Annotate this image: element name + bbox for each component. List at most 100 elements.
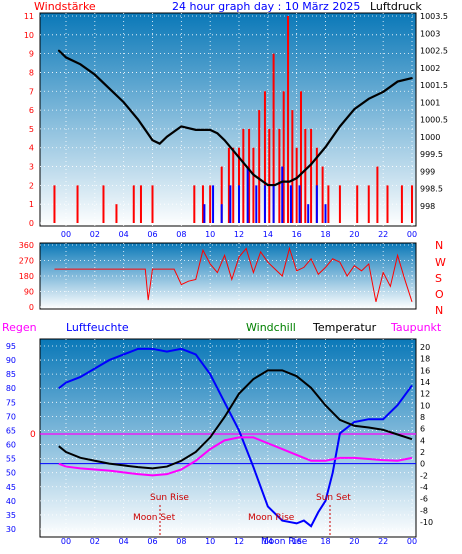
- label-temperatur: Temperatur: [312, 321, 377, 334]
- pressure-point: [209, 128, 212, 131]
- wind-tick-label: 4: [29, 144, 34, 153]
- wind-bar: [338, 185, 341, 223]
- wind-tick-label: 6: [29, 106, 34, 115]
- wind-tick-label: 2: [29, 181, 34, 190]
- wind-tick-label: 11: [24, 12, 34, 21]
- wind-bar: [232, 147, 235, 223]
- sun-rise-label: Sun Rise: [150, 493, 189, 503]
- direction-tick-label: 360: [19, 241, 34, 250]
- compass-s: S: [435, 272, 442, 285]
- pressure-point: [295, 177, 298, 180]
- astro-annotations: Sun Rise Sun Set Moon Set Moon Rise Moon…: [133, 493, 351, 547]
- humidity-tick-label: 85: [6, 370, 16, 379]
- wind-tick-label: 8: [29, 68, 34, 77]
- wind-bar: [386, 185, 389, 223]
- pressure-point: [367, 97, 370, 100]
- pressure-point: [166, 135, 168, 138]
- wind-bar: [242, 128, 245, 223]
- temp-tick-label: 18: [420, 355, 430, 364]
- direction-series: [54, 246, 413, 302]
- wind-bar: [327, 185, 330, 223]
- wind-bar: [367, 185, 370, 223]
- pressure-point: [238, 156, 240, 159]
- gust-bar: [203, 204, 206, 223]
- x-tick-label: 02: [90, 537, 100, 546]
- wind-bar: [272, 53, 275, 223]
- pressure-tick-label: 1000.5: [420, 116, 448, 125]
- temp-tick-label: -4: [420, 483, 428, 492]
- gust-bar: [238, 185, 240, 223]
- gust-bar: [220, 204, 223, 223]
- humidity-tick-label: 95: [6, 342, 16, 351]
- humidity-tick-label: 60: [6, 441, 16, 450]
- x-tick-label: 04: [119, 537, 129, 546]
- gust-bar: [298, 185, 301, 223]
- pressure-tick-label: 999.5: [420, 150, 443, 159]
- wind-tick-label: 10: [24, 31, 34, 40]
- wind-bar: [193, 185, 196, 223]
- pressure-point: [324, 146, 327, 149]
- wind-bars: [53, 16, 413, 223]
- x-tick-label: 08: [176, 537, 186, 546]
- gust-bar: [212, 185, 215, 223]
- wind-tick-label: 0: [29, 219, 34, 228]
- gust-bars: [203, 166, 327, 223]
- pressure-point: [223, 139, 226, 142]
- wind-bar: [139, 185, 142, 223]
- humidity-tick-label: 70: [6, 412, 16, 421]
- humidity-tick-label: 65: [6, 426, 16, 435]
- compass-labels: N W S O N: [435, 239, 446, 317]
- temp-tick-label: -8: [420, 506, 428, 515]
- x-tick-label: 00: [61, 537, 71, 546]
- temp-tick-label: -6: [420, 495, 428, 504]
- pressure-point: [93, 73, 96, 76]
- compass-n-bottom: N: [435, 304, 443, 317]
- wind-axis-title: Windstärke: [34, 0, 96, 13]
- wind-bar: [102, 185, 105, 223]
- dewpoint-line: [58, 436, 413, 477]
- x-tick-label: 10: [205, 230, 215, 239]
- pressure-point: [411, 77, 413, 79]
- x-tick-label: 14: [263, 230, 273, 239]
- wind-bar: [356, 185, 359, 223]
- compass-w: W: [435, 256, 446, 269]
- pressure-point: [180, 125, 183, 128]
- pressure-point: [281, 180, 284, 183]
- wind-bar: [220, 166, 223, 223]
- temp-tick-label: 12: [420, 390, 430, 399]
- wind-tick-label: 9: [29, 50, 34, 59]
- chart-title: 24 hour graph day : 10 März 2025: [172, 0, 360, 13]
- pressure-point: [353, 108, 356, 111]
- direction-tick-label: 0: [29, 303, 34, 312]
- temperature-line: [58, 369, 413, 470]
- wind-bar: [151, 185, 154, 223]
- pressure-point: [158, 142, 161, 145]
- wind-bar: [310, 128, 313, 223]
- moon-rise-label: Moon Rise: [248, 513, 295, 523]
- humidity-tick-label: 75: [6, 398, 16, 407]
- wind-bar: [287, 16, 290, 223]
- direction-tick-label: 90: [24, 288, 34, 297]
- x-tick-label: 00: [407, 537, 417, 546]
- humidity-tick-label: 80: [6, 384, 16, 393]
- x-tick-label: 18: [320, 537, 330, 546]
- pressure-tick-label: 1003: [420, 29, 440, 38]
- pressure-point: [252, 173, 255, 176]
- temp-tick-label: -10: [420, 518, 433, 527]
- temp-tick-label: 16: [420, 366, 430, 375]
- pressure-point: [310, 163, 312, 166]
- x-tick-label: 06: [147, 537, 157, 546]
- pressure-tick-label: 1003.5: [420, 12, 448, 21]
- x-tick-label: 12: [234, 537, 244, 546]
- wind-bar: [53, 185, 56, 223]
- x-tick-label: 04: [119, 230, 129, 239]
- x-tick-label: 08: [176, 230, 186, 239]
- pressure-point: [274, 184, 276, 186]
- gust-bar: [255, 185, 258, 223]
- pressure-point: [137, 118, 139, 121]
- wind-bar: [268, 128, 271, 223]
- pressure-axis-title: Luftdruck: [370, 0, 422, 13]
- pressure-point: [288, 180, 291, 183]
- pressure-point: [216, 132, 219, 135]
